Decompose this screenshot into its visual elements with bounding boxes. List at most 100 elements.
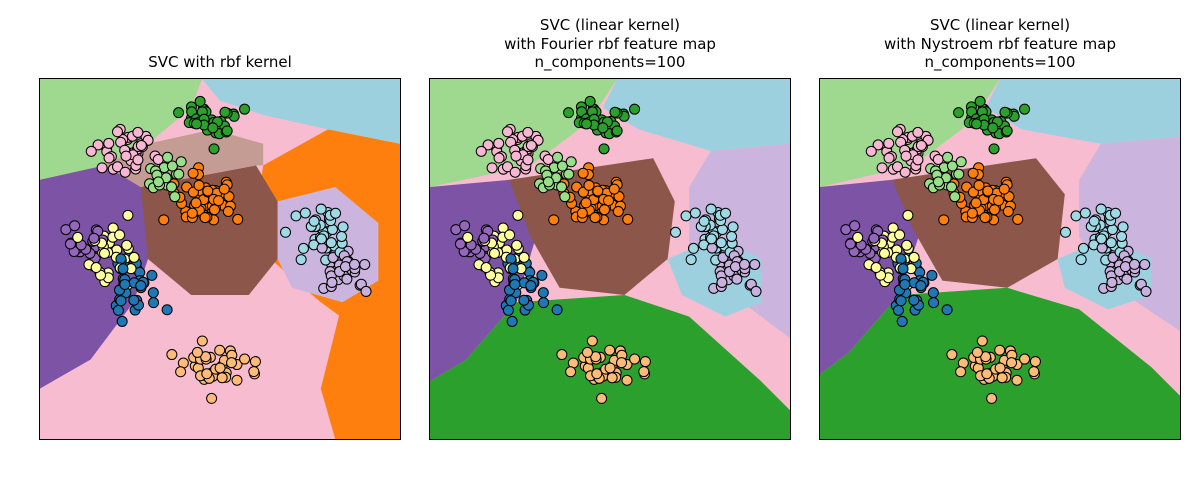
scatter-point	[581, 198, 591, 208]
scatter-point	[511, 151, 521, 161]
scatter-point	[947, 182, 957, 192]
scatter-point	[884, 138, 894, 148]
scatter-point	[506, 254, 516, 264]
scatter-point	[505, 230, 515, 240]
plot-area	[819, 78, 1181, 440]
scatter-point	[494, 138, 504, 148]
scatter-point	[582, 347, 592, 357]
scatter-point	[639, 367, 649, 377]
scatter-point	[896, 254, 906, 264]
scatter-point	[699, 216, 709, 226]
scatter-point	[331, 208, 341, 218]
scatter-point	[167, 182, 177, 192]
scatter-point	[557, 350, 567, 360]
scatter-point	[502, 127, 512, 137]
scatter-point	[487, 163, 497, 173]
scatter-point	[950, 192, 960, 202]
scatter-point	[1140, 259, 1150, 269]
scatter-point	[240, 354, 250, 364]
scatter-point	[853, 232, 863, 242]
scatter-point	[995, 345, 1005, 355]
scatter-point	[974, 180, 984, 190]
scatter-point	[566, 157, 576, 167]
scatter-point	[490, 248, 500, 258]
scatter-point	[1000, 107, 1010, 117]
scatter-point	[943, 152, 953, 162]
plot-area	[39, 78, 401, 440]
scatter-point	[1089, 216, 1099, 226]
scatter-point	[337, 231, 347, 241]
scatter-point	[149, 298, 159, 308]
scatter-point	[989, 144, 999, 154]
scatter-point	[296, 255, 306, 265]
scatter-point	[508, 264, 518, 274]
scatter-point	[690, 208, 700, 218]
scatter-point	[240, 104, 250, 114]
scatter-point	[956, 157, 966, 167]
scatter-point	[209, 144, 219, 154]
scatter-point	[549, 215, 559, 225]
scatter-point	[97, 163, 107, 173]
scatter-point	[896, 296, 906, 306]
scatter-point	[512, 240, 522, 250]
scatter-point	[1012, 375, 1022, 385]
scatter-point	[526, 281, 536, 291]
scatter-point	[1013, 214, 1023, 224]
scatter-point	[115, 230, 125, 240]
scatter-point	[167, 350, 177, 360]
scatter-point	[537, 270, 547, 280]
scatter-point	[1020, 104, 1030, 114]
scatter-point	[1111, 208, 1121, 218]
scatter-point	[300, 208, 310, 218]
scatter-point	[947, 350, 957, 360]
scatter-point	[681, 211, 691, 221]
scatter-point	[1118, 222, 1128, 232]
scatter-point	[750, 259, 760, 269]
scatter-point	[597, 393, 607, 403]
scatter-point	[195, 96, 205, 106]
scatter-point	[988, 123, 998, 133]
scatter-point	[913, 155, 923, 165]
scatter-point	[327, 225, 337, 235]
scatter-point	[892, 127, 902, 137]
scatter-point	[460, 221, 470, 231]
scatter-point	[89, 233, 99, 243]
scatter-point	[526, 140, 536, 150]
scatter-point	[1122, 274, 1132, 284]
scatter-point	[877, 163, 887, 173]
scatter-point	[902, 240, 912, 250]
scatter-point	[578, 168, 588, 178]
scatter-point	[360, 259, 370, 269]
scatter-point	[120, 279, 130, 289]
scatter-point	[971, 198, 981, 208]
scatter-point	[136, 281, 146, 291]
scatter-point	[994, 196, 1004, 206]
subplot-title: SVC with rbf kernel	[148, 12, 292, 72]
scatter-point	[176, 367, 186, 377]
scatter-point	[116, 254, 126, 264]
scatter-point	[112, 127, 122, 137]
scatter-point	[604, 196, 614, 206]
scatter-point	[220, 107, 230, 117]
scatter-point	[203, 186, 213, 196]
scatter-point	[113, 305, 123, 315]
scatter-point	[1076, 255, 1086, 265]
subplot-title: SVC (linear kernel) with Nystroem rbf fe…	[884, 12, 1116, 72]
scatter-point	[510, 279, 520, 289]
scatter-point	[1107, 277, 1117, 287]
scatter-point	[954, 108, 964, 118]
scatter-point	[1096, 204, 1106, 214]
scatter-point	[727, 231, 737, 241]
scatter-point	[717, 277, 727, 287]
scatter-point	[869, 233, 879, 243]
scatter-point	[208, 123, 218, 133]
scatter-point	[209, 205, 219, 215]
scatter-point	[1020, 354, 1030, 364]
scatter-point	[233, 214, 243, 224]
scatter-point	[506, 296, 516, 306]
scatter-point	[939, 215, 949, 225]
scatter-point	[215, 363, 225, 373]
scatter-point	[194, 180, 204, 190]
subplot-2: SVC (linear kernel) with Nystroem rbf fe…	[820, 12, 1180, 440]
scatter-point	[133, 155, 143, 165]
